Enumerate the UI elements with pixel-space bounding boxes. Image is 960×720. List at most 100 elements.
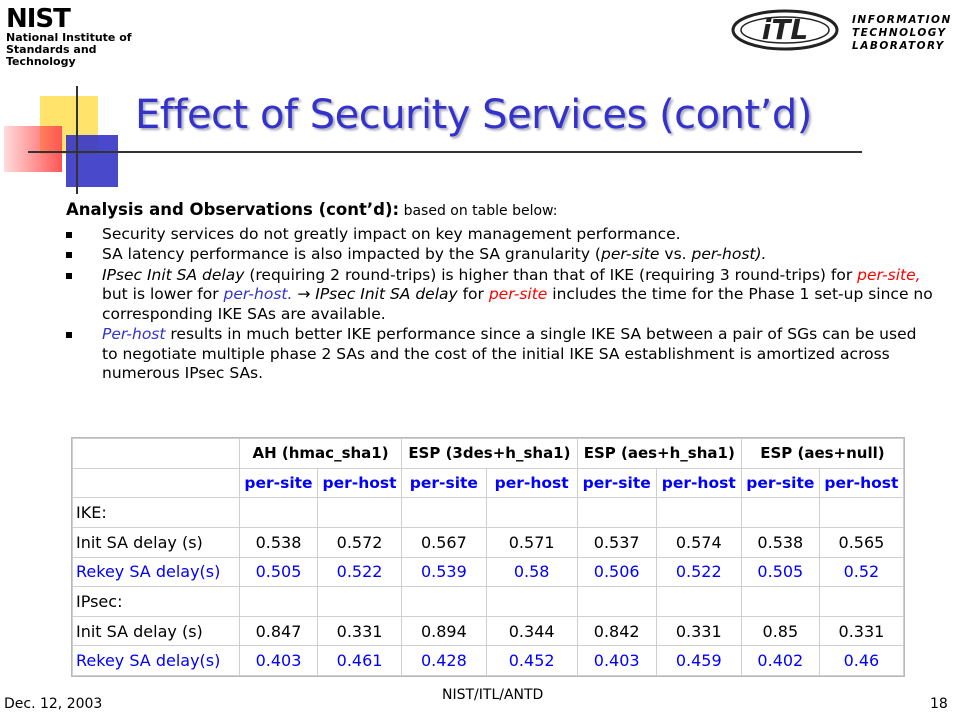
table-cell: 0.52 <box>818 556 905 588</box>
itl-badge-icon: iTL <box>731 9 839 51</box>
slide-body: Analysis and Observations (cont’d): base… <box>66 200 936 385</box>
bullet-item-3: IPsec Init SA delay (requiring 2 round-t… <box>66 266 936 325</box>
bullet-item-2: SA latency performance is also impacted … <box>66 245 936 265</box>
table-cell: 0.403 <box>576 645 657 676</box>
nist-name-line1: National Institute of <box>6 31 132 44</box>
table-cell: 0.565 <box>818 526 905 558</box>
empty-cell <box>317 497 403 528</box>
table-cell: 0.847 <box>238 615 319 647</box>
table-row: Rekey SA delay(s) 0.403 0.461 0.428 0.45… <box>72 645 905 676</box>
bullet-2-per-host: per-host). <box>691 245 767 263</box>
nist-name-line2: Standards and Technology <box>6 43 97 68</box>
itl-word-2: TECHNOLOGY <box>852 27 947 39</box>
itl-word-3: LABORATORY <box>852 40 945 52</box>
nist-logo: NIST National Institute of Standards and… <box>6 4 156 68</box>
nist-wordmark: NIST <box>6 4 71 34</box>
subheader-cell: per-host <box>485 467 578 499</box>
bullet-4-per-host: Per-host <box>102 325 166 343</box>
table-corner-cell <box>72 467 240 499</box>
empty-cell <box>485 586 578 617</box>
table-cell: 0.894 <box>401 615 487 647</box>
group-header: AH (hmac_sha1) <box>238 438 403 469</box>
bullet-3-for: for <box>457 285 489 303</box>
bullet-item-4: Per-host results in much better IKE perf… <box>66 325 936 384</box>
table-cell: 0.331 <box>818 615 905 647</box>
subheader-cell: per-host <box>317 467 403 499</box>
empty-cell <box>485 497 578 528</box>
table-cell: 0.842 <box>576 615 657 647</box>
empty-cell <box>401 586 487 617</box>
table-cell: 0.572 <box>317 526 403 558</box>
page-number: 18 <box>930 696 948 712</box>
empty-cell <box>818 586 905 617</box>
table-row: Init SA delay (s) 0.538 0.572 0.567 0.57… <box>72 526 905 558</box>
analysis-heading: Analysis and Observations (cont’d): base… <box>66 200 936 222</box>
table-cell: 0.461 <box>317 645 403 676</box>
bullet-3-per-site: per-site, <box>857 265 921 284</box>
results-table: AH (hmac_sha1) ESP (3des+h_sha1) ESP (ae… <box>72 438 905 676</box>
table-header-row: AH (hmac_sha1) ESP (3des+h_sha1) ESP (ae… <box>72 438 905 469</box>
bullet-4-text: results in much better IKE performance s… <box>102 325 917 382</box>
table-cell: 0.522 <box>317 556 403 588</box>
deco-red-square <box>4 126 62 172</box>
bullet-marker <box>66 252 72 258</box>
itl-logo: iTL INFORMATION TECHNOLOGY LABORATORY <box>730 6 955 56</box>
results-table-frame: AH (hmac_sha1) ESP (3des+h_sha1) ESP (ae… <box>71 437 905 677</box>
table-cell: 0.452 <box>485 645 578 676</box>
row-label: Init SA delay (s) <box>72 615 240 647</box>
empty-cell <box>740 497 820 528</box>
table-cell: 0.537 <box>576 526 657 558</box>
table-section-row: IKE: <box>72 497 905 528</box>
bullet-2-text: SA latency performance is also impacted … <box>102 245 601 263</box>
empty-cell <box>655 497 742 528</box>
table-cell: 0.428 <box>401 645 487 676</box>
title-underline <box>28 151 862 153</box>
table-cell: 0.331 <box>317 615 403 647</box>
table-cell: 0.538 <box>740 526 820 558</box>
subheader-cell: per-site <box>238 467 319 499</box>
empty-cell <box>576 586 657 617</box>
table-cell: 0.571 <box>485 526 578 558</box>
table-cell: 0.58 <box>485 556 578 588</box>
slide-title: Effect of Security Services (cont’d) <box>135 92 812 138</box>
subheader-cell: per-host <box>818 467 905 499</box>
table-cell: 0.567 <box>401 526 487 558</box>
bullet-3-per-host: per-host. <box>223 285 293 303</box>
group-header: ESP (aes+null) <box>740 438 905 469</box>
itl-mark: iTL <box>762 13 809 46</box>
table-cell: 0.85 <box>740 615 820 647</box>
bullet-marker <box>66 272 72 279</box>
bullet-2-vs: vs. <box>659 245 692 263</box>
empty-cell <box>655 586 742 617</box>
bullet-1-text: Security services do not greatly impact … <box>102 224 681 243</box>
row-label: Rekey SA delay(s) <box>72 645 240 676</box>
table-corner-cell <box>72 438 240 469</box>
bullet-3-lower: but is lower for <box>102 285 224 303</box>
table-cell: 0.522 <box>655 556 742 588</box>
empty-cell <box>576 497 657 528</box>
table-cell: 0.344 <box>485 615 578 647</box>
table-cell: 0.539 <box>401 556 487 588</box>
bullet-marker <box>66 231 72 238</box>
heading-text: Analysis and Observations (cont’d): <box>66 200 400 219</box>
group-header: ESP (aes+h_sha1) <box>576 438 742 469</box>
section-label-ike: IKE: <box>72 497 240 528</box>
bullet-2-per-site: per-site <box>600 245 660 263</box>
table-row: Rekey SA delay(s) 0.505 0.522 0.539 0.58… <box>72 556 905 588</box>
section-label-ipsec: IPsec: <box>72 586 240 617</box>
subheader-cell: per-site <box>576 467 657 499</box>
table-cell: 0.506 <box>576 556 657 588</box>
empty-cell <box>401 497 487 528</box>
table-cell: 0.459 <box>655 645 742 676</box>
deco-blue-square <box>66 135 118 187</box>
table-section-row: IPsec: <box>72 586 905 617</box>
subheader-cell: per-site <box>740 467 820 499</box>
deco-vertical-line <box>76 86 78 194</box>
table-subheader-row: per-site per-host per-site per-host per-… <box>72 467 905 499</box>
empty-cell <box>317 586 403 617</box>
table-cell: 0.46 <box>818 645 905 676</box>
row-label: Init SA delay (s) <box>72 526 240 558</box>
subheader-cell: per-host <box>655 467 742 499</box>
table-cell: 0.505 <box>238 556 319 588</box>
bullet-list: Security services do not greatly impact … <box>66 225 936 384</box>
